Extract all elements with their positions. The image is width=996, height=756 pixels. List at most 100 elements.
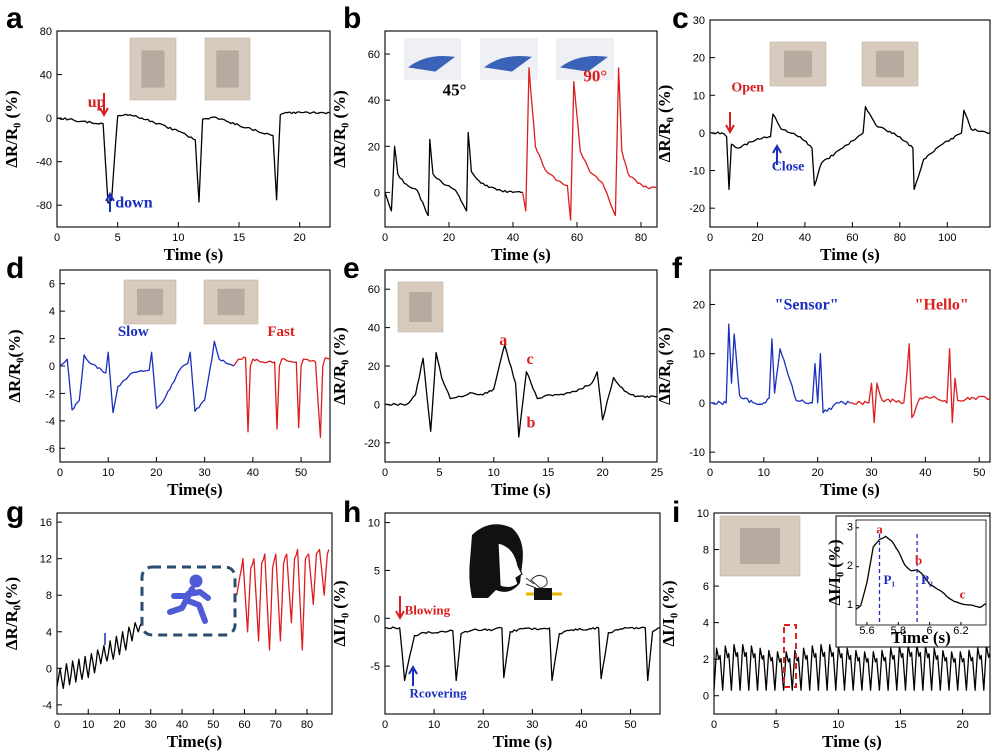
- y-tick-label: 0: [46, 663, 52, 675]
- y-tick-label: -6: [45, 443, 55, 455]
- annotation-label: Close: [772, 160, 805, 175]
- photo-subject: [137, 288, 163, 316]
- y-tick-label: 2: [847, 560, 853, 572]
- x-tick-label: 0: [711, 719, 717, 731]
- y-tick-label: -2: [45, 388, 55, 400]
- x-tick-label: 30: [526, 719, 538, 731]
- x-axis-title: Time (s): [891, 628, 951, 647]
- open-arrow: [725, 112, 735, 135]
- inset-annotation: b: [915, 553, 922, 568]
- annotation-label: down: [115, 194, 152, 211]
- y-tick-label: 2: [49, 334, 55, 346]
- panel-e: e 0 5 10 15 20 25 -20 0 20 40 60 Time (s) ΔR/R₀ (%) a b…: [330, 252, 663, 499]
- y-axis-title: ΔR/R₀ (%): [655, 327, 674, 405]
- series-line-0: [59, 340, 234, 414]
- y-axis-title: ΔI/I₀ (%): [825, 539, 844, 605]
- y-tick-label: -4: [42, 700, 52, 712]
- annotation-label: c: [526, 351, 533, 368]
- glove-hand: [484, 55, 532, 72]
- inset-peak-label: P₂: [921, 572, 933, 587]
- annotation-label: Slow: [118, 324, 149, 340]
- photo-finger-0: [404, 38, 461, 80]
- x-axis-title: Time(s): [167, 480, 222, 499]
- y-tick-label: 0: [374, 613, 380, 625]
- y-tick-label: 8: [46, 590, 52, 602]
- x-tick-label: 10: [82, 719, 94, 731]
- x-tick-label: 15: [542, 467, 554, 479]
- x-tick-label: 10: [758, 467, 770, 479]
- panel-label: d: [6, 252, 24, 285]
- series-line: [713, 643, 991, 691]
- plot-frame: [56, 512, 333, 715]
- x-tick-label: 80: [301, 719, 313, 731]
- series-line-0: [385, 344, 658, 438]
- y-tick-label: 0: [46, 113, 52, 125]
- up-arrow: [99, 93, 109, 118]
- panel-label: a: [6, 2, 23, 35]
- photo-subject: [141, 50, 165, 88]
- x-tick-label: 5.6: [859, 625, 874, 637]
- y-tick-label: 4: [703, 618, 709, 630]
- inset-annotation: c: [960, 587, 966, 602]
- photo-frame: [861, 41, 919, 87]
- photo-eye-slow: [123, 279, 177, 325]
- plot-frame: [384, 512, 661, 715]
- photo-frame: [397, 281, 444, 333]
- y-axis-title: ΔR/R₀ (%): [330, 327, 349, 405]
- x-tick-label: 30: [865, 467, 877, 479]
- face-profile: [497, 542, 523, 589]
- photo-frame: [719, 515, 801, 577]
- recovering-arrow: [408, 664, 418, 686]
- x-tick-label: 40: [799, 232, 811, 244]
- photo-mouth-closed: [861, 41, 919, 87]
- series-line-1: [850, 343, 991, 424]
- x-tick-label: 20: [150, 467, 162, 479]
- plot-frame: [709, 19, 991, 228]
- x-tick-label: 0: [707, 232, 713, 244]
- series-line-1: [236, 548, 330, 651]
- x-axis-title: Time (s): [493, 732, 553, 751]
- annotation-label: Rcovering: [410, 686, 468, 701]
- y-tick-label: 40: [368, 95, 380, 107]
- y-axis-title: ΔR/R₀ (%): [330, 90, 349, 168]
- y-tick-label: 20: [693, 53, 705, 65]
- inset-peak-label: P₁: [883, 572, 895, 587]
- annotation-label: "Sensor": [775, 296, 839, 313]
- x-tick-label: 20: [812, 467, 824, 479]
- y-tick-label: 40: [368, 323, 380, 335]
- x-tick-label: 50: [207, 719, 219, 731]
- photo-frame: [123, 279, 177, 325]
- panel-d: d 0 10 20 30 40 50 -6 -4 -2 0 2 4 6 Time(s) ΔR/R₀(%) Slo…: [5, 252, 331, 499]
- panel-label: c: [672, 2, 689, 35]
- dashed-box: [140, 565, 237, 637]
- photo-subject: [740, 528, 780, 564]
- x-tick-label: 70: [270, 719, 282, 731]
- x-axis-title: Time (s): [820, 480, 880, 499]
- y-tick-label: 40: [40, 70, 52, 82]
- x-axis-title: Time (s): [820, 245, 880, 264]
- y-tick-label: -20: [689, 203, 705, 215]
- x-tick-label: 30: [145, 719, 157, 731]
- plot-frame: [709, 269, 991, 463]
- photo-leg-up: [129, 37, 177, 101]
- series-line-0: [384, 131, 523, 217]
- x-tick-label: 80: [635, 232, 647, 244]
- y-tick-label: -5: [370, 661, 380, 673]
- y-tick-label: -4: [45, 416, 55, 428]
- y-tick-label: 10: [368, 518, 380, 530]
- photo-wrist: [719, 515, 801, 577]
- y-tick-label: 0: [699, 398, 705, 410]
- running-person-icon: [140, 565, 237, 637]
- panel-label: f: [672, 252, 683, 285]
- inset-annotation: a: [876, 522, 883, 537]
- annotation-label: b: [526, 414, 535, 431]
- y-tick-label: 16: [40, 517, 52, 529]
- x-tick-label: 15: [894, 719, 906, 731]
- runner-head: [189, 574, 203, 588]
- series-line-0: [710, 105, 991, 191]
- y-tick-label: -10: [689, 447, 705, 459]
- panel-b: b 0 20 40 60 80 0 20 40 60 Time (s) ΔR/R₀ (%) 45° 90°: [330, 2, 658, 264]
- inset-series-line: [855, 535, 987, 610]
- y-tick-label: 0: [703, 691, 709, 703]
